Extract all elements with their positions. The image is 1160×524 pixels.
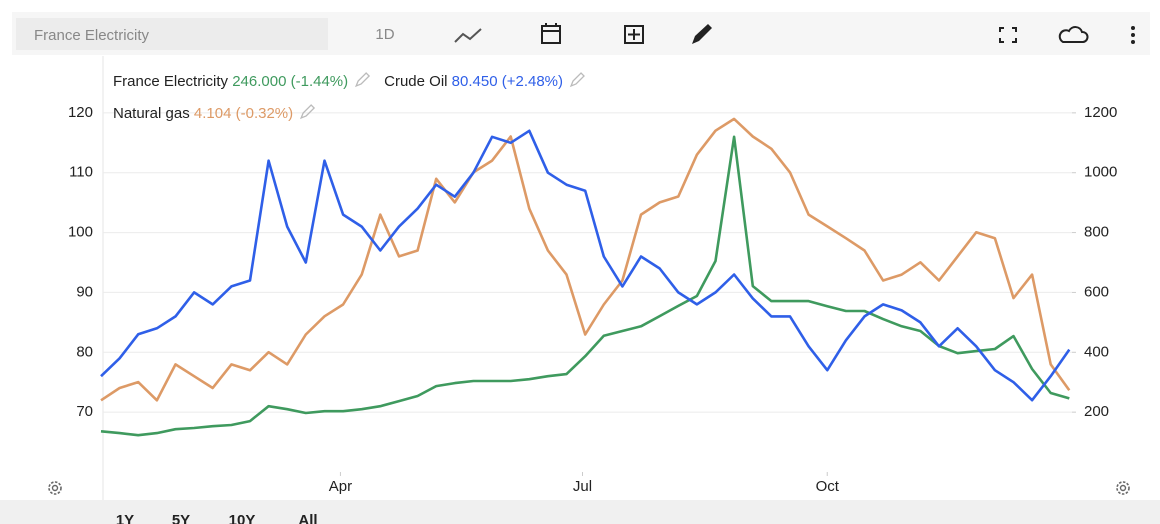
menu-icon[interactable] xyxy=(1131,26,1135,44)
y-tick-label: 120 xyxy=(68,104,93,121)
y2-tick-label: 600 xyxy=(1084,283,1109,300)
range-button[interactable]: 10Y xyxy=(229,512,256,524)
series-line xyxy=(100,129,1071,402)
y2-tick-label: 1200 xyxy=(1084,104,1117,121)
y-tick-label: 80 xyxy=(76,343,93,360)
legend-change: (-1.44%) xyxy=(291,73,349,90)
bottom-bar xyxy=(0,500,1160,524)
y2-tick-label: 1000 xyxy=(1084,164,1117,181)
settings-icon xyxy=(48,481,62,495)
settings-icon-core xyxy=(51,484,59,492)
cloud-icon[interactable] xyxy=(1058,26,1089,43)
edit-icon xyxy=(569,72,585,88)
fullscreen-icon[interactable] xyxy=(999,27,1017,43)
draw-icon[interactable] xyxy=(692,24,712,44)
y-tick-label: 100 xyxy=(68,224,93,241)
edit-icon xyxy=(299,104,316,120)
legend-name: France Electricity xyxy=(113,73,229,90)
symbol-input[interactable]: France Electricity xyxy=(34,27,150,44)
calendar-icon[interactable] xyxy=(541,23,561,44)
x-tick-label: Oct xyxy=(816,478,840,495)
series-line xyxy=(100,135,1070,437)
settings-icon xyxy=(1116,481,1130,495)
legend-name: Natural gas xyxy=(113,105,190,122)
settings-icon-core xyxy=(1119,484,1127,492)
x-tick-label: Jul xyxy=(573,478,592,495)
range-button[interactable]: 5Y xyxy=(172,512,190,524)
add-icon[interactable] xyxy=(624,25,644,44)
legend-entry: France Electricity 246.000 (-1.44%) xyxy=(113,73,348,90)
range-button[interactable]: 1Y xyxy=(116,512,134,524)
x-tick-label: Apr xyxy=(329,478,352,495)
y-tick-label: 110 xyxy=(69,164,93,181)
series-line xyxy=(100,117,1071,402)
symbol-box[interactable] xyxy=(16,18,328,50)
legend-value: 80.450 xyxy=(452,73,498,90)
y-tick-label: 90 xyxy=(76,283,93,300)
interval[interactable]: 1D xyxy=(375,26,394,43)
y-tick-label: 70 xyxy=(76,403,93,420)
edit-icon xyxy=(354,72,371,88)
y2-tick-label: 400 xyxy=(1084,343,1109,360)
legend-value: 246.000 xyxy=(232,73,286,90)
y2-tick-label: 800 xyxy=(1084,224,1109,241)
y2-tick-label: 200 xyxy=(1084,403,1109,420)
legend-name: Crude Oil xyxy=(384,73,447,90)
legend-entry: Crude Oil 80.450 (+2.48%) xyxy=(384,73,563,90)
legend-value: 4.104 xyxy=(194,105,232,122)
legend-change: (-0.32%) xyxy=(236,105,294,122)
legend-entry: Natural gas 4.104 (-0.32%) xyxy=(113,105,293,122)
range-button[interactable]: All xyxy=(298,512,317,524)
legend-change: (+2.48%) xyxy=(502,73,563,90)
chart-type-icon[interactable] xyxy=(454,28,482,43)
